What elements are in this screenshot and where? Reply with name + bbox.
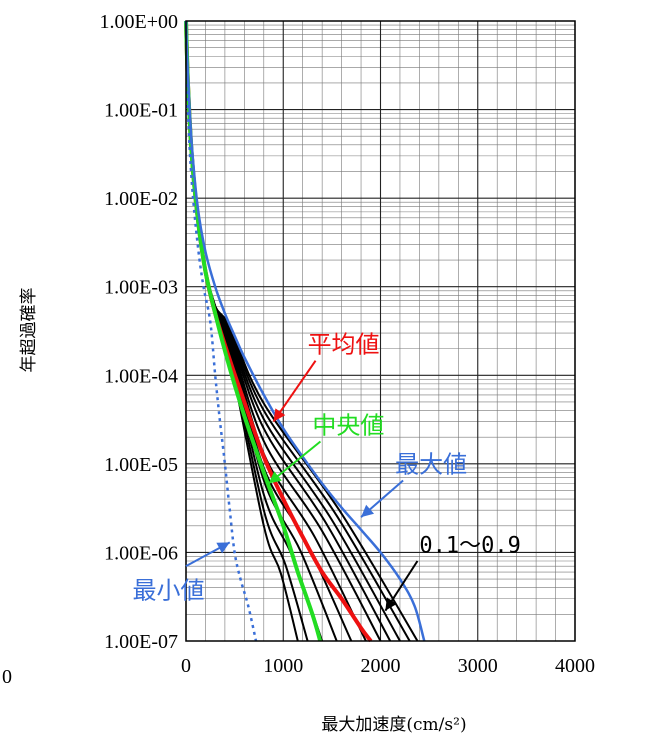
series-lines xyxy=(184,20,426,643)
x-tick-label: 2000 xyxy=(361,655,401,677)
y-tick-label: 1.00E-04 xyxy=(104,365,178,387)
annotation-label: 0.1～0.9 xyxy=(419,533,520,558)
y-tick-label: 1.00E-06 xyxy=(104,542,178,564)
x-tick-label: 0 xyxy=(181,655,191,677)
y-tick-label: 1.00E+00 xyxy=(100,11,179,33)
x-tick-labels: 0 1000 2000 3000 4000 0 xyxy=(2,655,595,688)
fractile-line xyxy=(185,20,299,642)
annotation-label: 平均値 xyxy=(308,331,380,359)
annotation-arrow-line xyxy=(272,360,317,423)
y-axis-label: 年超過確率 xyxy=(19,288,39,373)
annotation-arrow-head xyxy=(216,542,230,554)
grid-minor-lines xyxy=(186,21,575,641)
y-tick-label: 1.00E-01 xyxy=(104,100,178,122)
series-line xyxy=(184,20,258,642)
y-tick-label: 1.00E-03 xyxy=(104,277,178,299)
y-tick-label: 1.00E-02 xyxy=(104,188,178,210)
x-tick-label: 4000 xyxy=(555,655,595,677)
x-tick-label: 3000 xyxy=(458,655,498,677)
x-tick-label-extra: 0 xyxy=(2,666,12,688)
annotation-arrow-head xyxy=(385,597,397,611)
x-axis-label: 最大加速度(cm/s²) xyxy=(321,715,466,735)
annotation-arrow-head xyxy=(273,408,286,422)
y-tick-label: 1.00E-07 xyxy=(104,631,178,653)
y-tick-label: 1.00E-05 xyxy=(104,454,178,476)
fractile-line xyxy=(185,20,324,642)
series-line xyxy=(184,20,426,642)
plot-frame xyxy=(185,20,576,642)
x-tick-label: 1000 xyxy=(263,655,303,677)
annotation-label: 最大値 xyxy=(395,450,467,478)
annotation-label: 中央値 xyxy=(312,412,384,440)
annotation-label: 最小値 xyxy=(133,577,205,605)
annotation-arrow-head xyxy=(268,471,282,484)
annotation-arrow-head xyxy=(361,504,375,518)
y-tick-labels: 1.00E+00 1.00E-01 1.00E-02 1.00E-03 1.00E-04… xyxy=(100,11,179,653)
